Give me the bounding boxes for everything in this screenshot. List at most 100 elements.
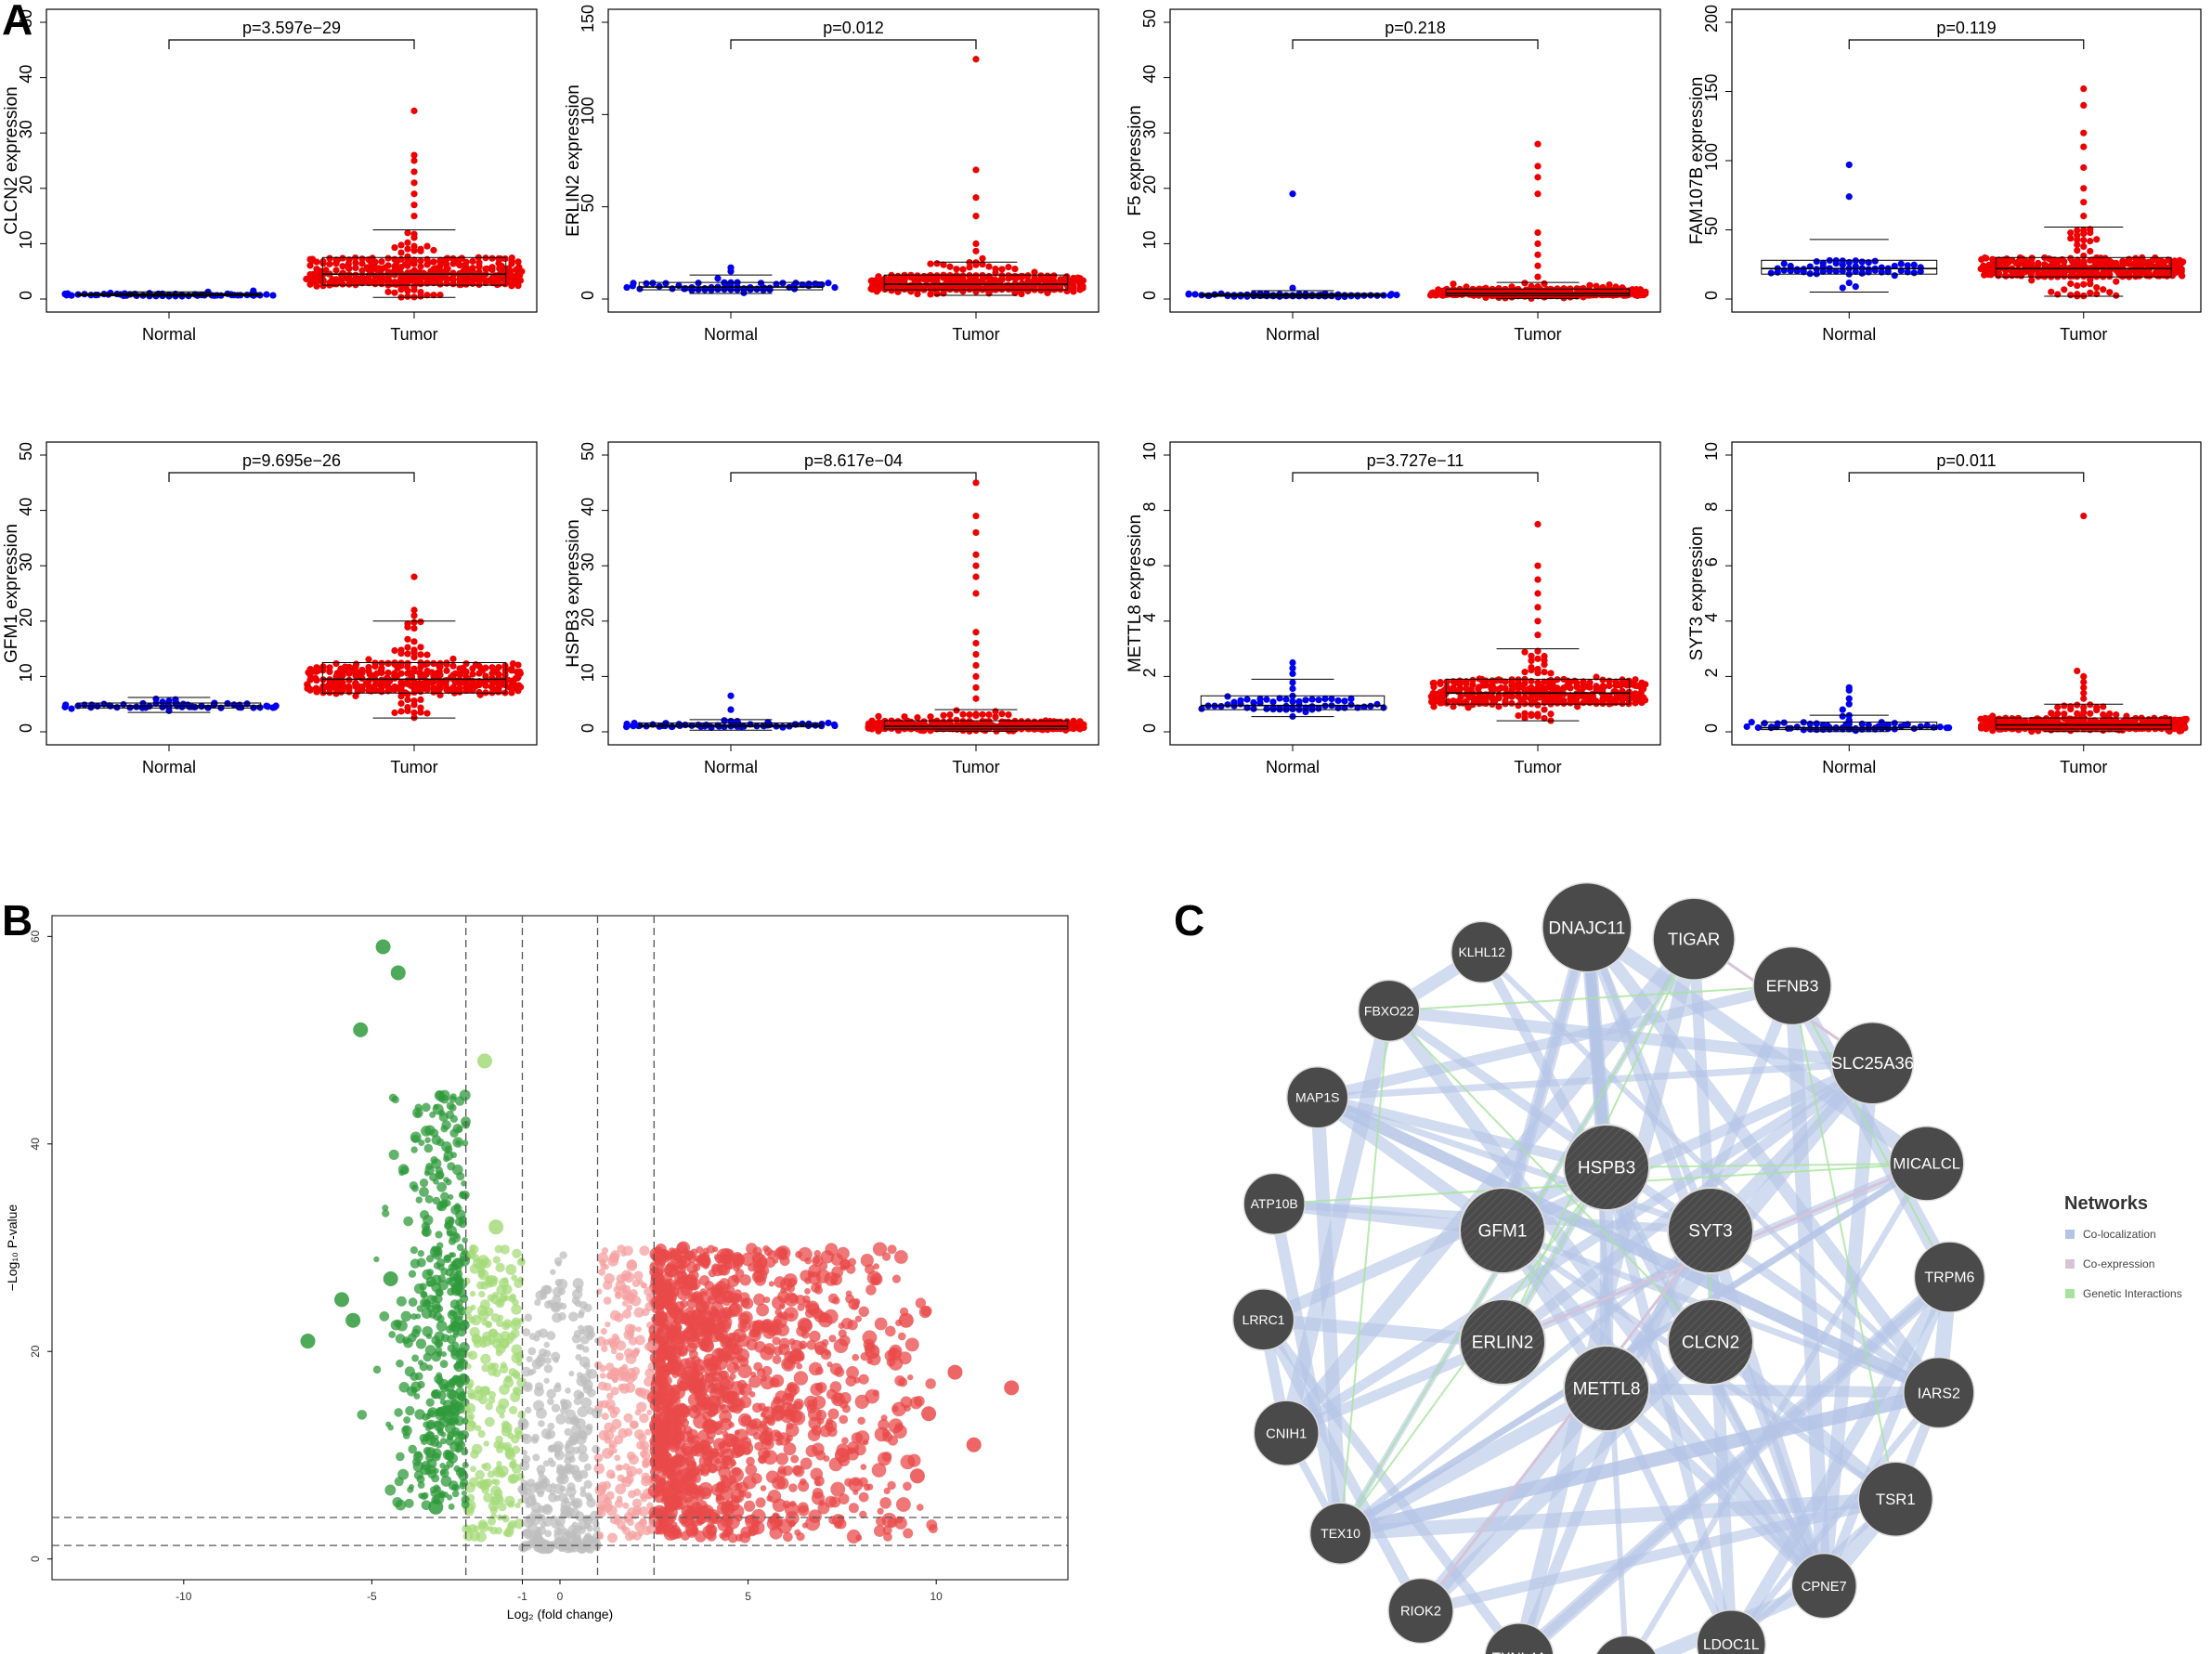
data-point (1069, 281, 1076, 289)
box-tumor (1995, 717, 2172, 730)
volcano-point (761, 1365, 773, 1376)
data-point (410, 624, 418, 632)
data-point (2028, 254, 2036, 262)
data-point (1793, 266, 1801, 273)
data-point (1845, 700, 1853, 708)
data-point (401, 261, 410, 268)
plot-frame (46, 441, 538, 746)
data-point (1541, 660, 1548, 669)
data-point (1532, 289, 1541, 296)
y-axis-label: SYT3 expression (1687, 527, 1707, 661)
data-point (410, 242, 418, 250)
data-point (1852, 727, 1859, 735)
data-point (1891, 725, 1898, 733)
volcano-point (491, 1478, 498, 1485)
data-point (2113, 278, 2120, 285)
data-point (1534, 647, 1542, 655)
data-point (2092, 254, 2101, 262)
data-point (1289, 284, 1296, 292)
data-point (1625, 696, 1633, 703)
data-point (1534, 604, 1542, 611)
data-point (1005, 264, 1012, 271)
volcano-point (578, 1452, 589, 1463)
data-point (417, 257, 424, 265)
data-point (469, 257, 476, 265)
y-tick-label: 50 (1140, 9, 1159, 28)
data-point (1767, 269, 1775, 277)
significance-bracket (1292, 472, 1539, 482)
y-axis-label: FAM107B expression (1687, 77, 1707, 245)
data-point (1606, 682, 1613, 690)
group-tumor (303, 107, 526, 301)
data-point (1315, 705, 1322, 712)
data-point (1542, 684, 1550, 692)
volcano-point (752, 1402, 762, 1413)
data-point (1017, 289, 1025, 296)
data-point (1443, 678, 1451, 685)
data-point (449, 655, 457, 663)
volcano-point (828, 1496, 841, 1508)
volcano-point (904, 1337, 919, 1352)
data-point (914, 278, 921, 285)
data-point (2050, 256, 2059, 264)
data-point (1341, 697, 1348, 705)
p-value-label: p=9.695e−26 (242, 451, 341, 470)
data-point (2113, 710, 2120, 719)
data-point (972, 629, 980, 636)
data-point (2074, 241, 2081, 249)
data-point (940, 711, 947, 719)
data-point (1011, 265, 1019, 273)
volcano-point (453, 1465, 461, 1473)
data-point (1748, 719, 1755, 726)
data-point (391, 289, 398, 296)
data-point (1774, 268, 1781, 276)
data-point (385, 280, 393, 288)
data-point (2080, 684, 2088, 691)
data-point (1761, 720, 1768, 727)
volcano-point (395, 1499, 407, 1511)
data-point (511, 273, 518, 280)
data-point (68, 705, 75, 712)
data-point (1074, 723, 1083, 731)
data-point (992, 713, 999, 721)
data-point (1079, 277, 1087, 284)
data-point (1845, 695, 1853, 702)
data-point (2174, 716, 2181, 724)
volcano-point (382, 1209, 390, 1218)
data-point (410, 638, 418, 645)
data-point (458, 254, 465, 262)
volcano-point (462, 1237, 468, 1244)
data-point (402, 278, 410, 285)
data-point (487, 277, 494, 284)
y-tick-label: 0 (17, 291, 35, 300)
data-point (1584, 683, 1592, 690)
volcano-point (488, 1517, 497, 1526)
y-tick-label: 0 (579, 291, 597, 300)
data-point (377, 267, 384, 275)
data-point (2080, 236, 2088, 244)
volcano-point (907, 1374, 914, 1381)
data-point (1852, 267, 1859, 275)
data-point (2061, 710, 2068, 718)
data-point (81, 701, 88, 709)
data-point (2080, 512, 2088, 520)
volcano-point (533, 1386, 544, 1397)
data-point (2013, 271, 2021, 279)
volcano-point (862, 1330, 878, 1346)
data-point (1263, 705, 1270, 712)
data-point (384, 254, 392, 262)
data-point (1497, 684, 1504, 692)
volcano-point (461, 1180, 467, 1187)
data-point (2080, 185, 2088, 192)
data-point (388, 684, 396, 693)
volcano-point (793, 1371, 809, 1386)
data-point (623, 283, 631, 292)
data-point (972, 650, 980, 658)
volcano-point (396, 1296, 407, 1307)
data-point (2080, 672, 2088, 680)
data-point (423, 651, 431, 658)
data-point (2074, 256, 2081, 264)
data-point (1521, 710, 1529, 717)
data-point (1534, 576, 1542, 583)
data-point (404, 650, 411, 658)
